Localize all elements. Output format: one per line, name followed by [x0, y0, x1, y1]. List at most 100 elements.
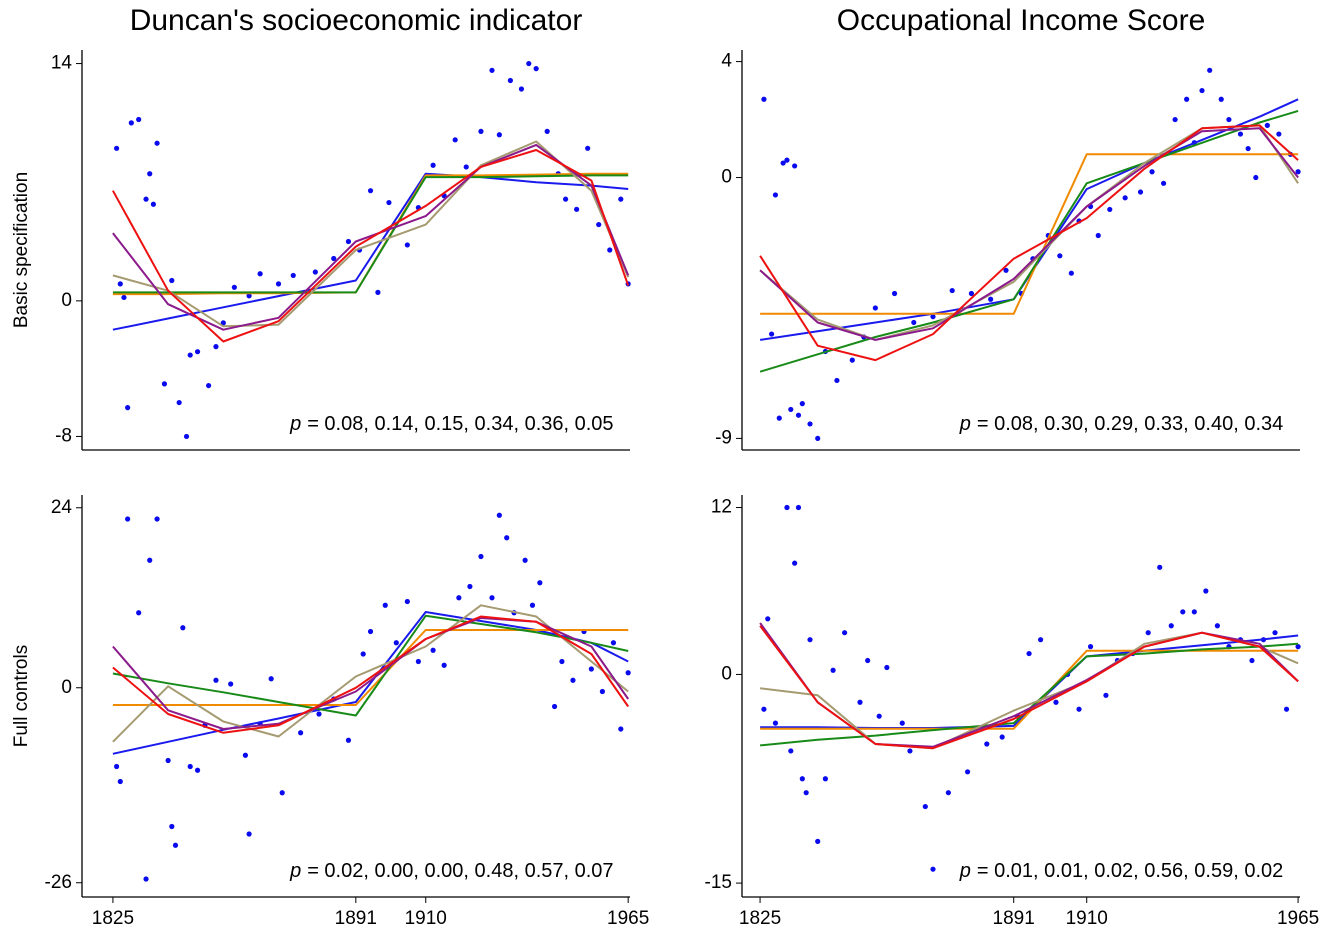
data-point: [559, 658, 565, 665]
x-tick-label: 1965: [607, 908, 649, 929]
data-point: [765, 616, 771, 622]
data-point: [788, 406, 794, 413]
data-point: [1076, 706, 1082, 712]
annotation-symbol: p: [959, 413, 971, 435]
fit-line: [760, 649, 1299, 730]
data-point: [544, 128, 550, 134]
data-point: [312, 269, 318, 275]
data-point: [968, 290, 975, 297]
data-point: [807, 421, 813, 427]
data-point: [161, 381, 168, 387]
data-point: [298, 730, 304, 736]
data-point: [128, 120, 134, 126]
x-tick-label: 1891: [335, 908, 377, 929]
data-point: [984, 741, 990, 747]
data-point: [599, 688, 605, 695]
data-point: [228, 681, 234, 687]
fit-line: [759, 127, 1299, 341]
data-point: [154, 516, 160, 522]
fit-line: [112, 611, 629, 755]
data-point: [213, 677, 219, 683]
fit-line: [759, 98, 1299, 341]
data-point: [382, 602, 388, 608]
data-point: [772, 192, 779, 198]
data-point: [360, 651, 366, 657]
data-point: [187, 352, 193, 358]
data-point: [1264, 122, 1270, 128]
data-point: [489, 595, 495, 601]
fit-line: [760, 153, 1299, 315]
data-point: [772, 720, 779, 726]
data-point: [537, 580, 543, 586]
data-point: [570, 677, 576, 683]
data-point: [1276, 131, 1282, 137]
y-tick-label: -8: [55, 425, 72, 446]
data-point: [799, 776, 805, 782]
data-point: [246, 293, 252, 299]
data-point: [522, 557, 528, 563]
data-point: [1103, 692, 1109, 698]
data-point: [1087, 644, 1094, 650]
data-point: [795, 504, 802, 511]
fit-line: [112, 174, 629, 294]
data-point: [792, 560, 798, 566]
data-point: [618, 726, 624, 732]
chart-title: Occupational Income Score: [837, 4, 1206, 37]
data-point: [117, 778, 123, 785]
data-point: [1295, 644, 1301, 650]
data-point: [907, 748, 913, 754]
y-tick-label: -15: [705, 872, 732, 893]
data-point: [930, 866, 936, 872]
y-tick-label: 24: [51, 497, 73, 518]
x-tick-label: 1965: [1277, 908, 1319, 929]
data-point: [345, 238, 352, 245]
data-point: [169, 823, 175, 830]
data-point: [180, 625, 186, 631]
data-point: [117, 281, 123, 287]
data-point: [788, 748, 794, 754]
data-point: [452, 137, 458, 143]
panel: -15 0 12 1825 1891 1910 1965 p = 0.01, 0.01, 0.0…: [705, 495, 1319, 929]
data-point: [1160, 180, 1167, 186]
data-point: [1237, 131, 1244, 137]
y-tick-label: 0: [721, 167, 732, 188]
data-point: [257, 271, 263, 277]
data-point: [1180, 609, 1186, 615]
fit-line: [759, 124, 1299, 362]
data-point: [625, 670, 631, 676]
data-point: [1199, 87, 1205, 94]
chart-title: Duncan's socioeconomic indicator: [130, 4, 583, 37]
data-point: [945, 790, 951, 796]
data-point: [194, 767, 201, 773]
data-point: [507, 77, 513, 84]
data-point: [242, 752, 249, 758]
x-tick-label: 1825: [92, 908, 134, 929]
panel: Duncan's socioeconomic indicator Basic sp…: [11, 4, 631, 451]
data-point: [884, 664, 890, 671]
data-point: [187, 763, 193, 770]
data-point: [154, 140, 160, 146]
data-point: [430, 162, 436, 168]
data-point: [220, 320, 226, 326]
data-point: [367, 628, 374, 635]
annotation-symbol: p: [289, 860, 301, 882]
data-point: [799, 401, 805, 407]
data-point: [1172, 116, 1178, 123]
data-point: [876, 713, 882, 719]
data-point: [1214, 623, 1220, 629]
data-point: [143, 196, 149, 202]
data-point: [176, 399, 182, 406]
data-point: [1107, 206, 1113, 213]
data-point: [768, 331, 775, 337]
data-point: [165, 757, 171, 764]
data-point: [113, 145, 120, 151]
x-tick-label: 1910: [405, 908, 447, 929]
data-point: [807, 637, 813, 643]
data-point: [830, 667, 836, 673]
data-point: [478, 128, 484, 134]
data-point: [147, 557, 153, 563]
data-point: [761, 96, 767, 102]
data-point: [988, 296, 994, 302]
fit-line: [759, 109, 1299, 373]
data-point: [213, 344, 219, 350]
